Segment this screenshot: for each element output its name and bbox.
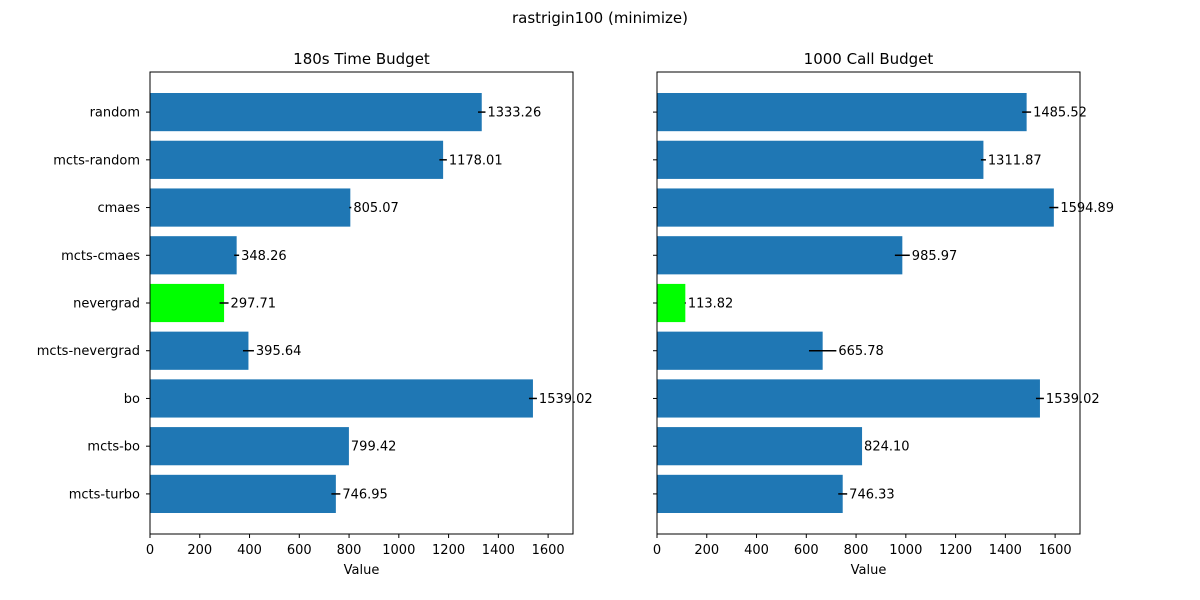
value-label-cmaes: 805.07 bbox=[353, 201, 399, 216]
bar-random bbox=[657, 93, 1027, 132]
value-label-mcts-random: 1178.01 bbox=[449, 153, 503, 168]
x-tick-label-400: 400 bbox=[237, 543, 262, 558]
value-label-mcts-cmaes: 985.97 bbox=[912, 249, 958, 264]
value-label-mcts-nevergrad: 665.78 bbox=[838, 344, 884, 359]
bar-bo bbox=[150, 379, 533, 418]
category-label-cmaes: cmaes bbox=[97, 201, 140, 216]
value-label-mcts-turbo: 746.33 bbox=[849, 487, 895, 502]
x-tick-label-800: 800 bbox=[844, 543, 869, 558]
bar-mcts-cmaes bbox=[657, 236, 903, 275]
value-label-nevergrad: 297.71 bbox=[231, 297, 277, 312]
value-label-bo: 1539.02 bbox=[1046, 392, 1100, 407]
value-label-bo: 1539.02 bbox=[539, 392, 593, 407]
panel-call-budget: 1000 Call Budget 1485.52 1311.87 1594.89 985… bbox=[653, 50, 1114, 578]
value-label-cmaes: 1594.89 bbox=[1060, 201, 1114, 216]
value-label-mcts-bo: 799.42 bbox=[351, 440, 397, 455]
x-tick-label-1600: 1600 bbox=[1039, 543, 1072, 558]
bar-mcts-nevergrad bbox=[150, 331, 249, 370]
value-label-random: 1333.26 bbox=[487, 106, 541, 121]
category-label-random: random bbox=[90, 106, 140, 121]
panel-title: 180s Time Budget bbox=[293, 50, 430, 68]
category-label-bo: bo bbox=[124, 392, 140, 407]
value-label-mcts-turbo: 746.95 bbox=[342, 487, 388, 502]
bar-cmaes bbox=[150, 188, 351, 227]
category-label-mcts-cmaes: mcts-cmaes bbox=[61, 249, 140, 264]
value-label-mcts-nevergrad: 395.64 bbox=[256, 344, 301, 359]
bar-mcts-bo bbox=[150, 427, 349, 466]
x-tick-label-1000: 1000 bbox=[889, 543, 922, 558]
x-tick-label-800: 800 bbox=[337, 543, 362, 558]
x-tick-label-600: 600 bbox=[287, 543, 312, 558]
value-label-mcts-random: 1311.87 bbox=[988, 153, 1042, 168]
x-tick-label-600: 600 bbox=[794, 543, 819, 558]
axes-frame bbox=[149, 71, 574, 535]
bar-random bbox=[150, 93, 482, 132]
bar-mcts-cmaes bbox=[150, 236, 237, 275]
category-label-mcts-turbo: mcts-turbo bbox=[69, 487, 140, 502]
x-axis-label: Value bbox=[851, 563, 887, 578]
figure-title: rastrigin100 (minimize) bbox=[512, 9, 688, 27]
bar-mcts-turbo bbox=[657, 474, 843, 513]
category-label-mcts-bo: mcts-bo bbox=[87, 440, 140, 455]
category-label-mcts-random: mcts-random bbox=[53, 153, 140, 168]
value-label-mcts-bo: 824.10 bbox=[864, 440, 910, 455]
x-tick-label-1200: 1200 bbox=[432, 543, 465, 558]
x-tick-label-0: 0 bbox=[146, 543, 154, 558]
panel-title: 1000 Call Budget bbox=[804, 50, 934, 68]
panel-time-budget: 180s Time Budget 1333.26 random 1178.01 mcts… bbox=[37, 50, 593, 578]
bar-mcts-nevergrad bbox=[657, 331, 823, 370]
bar-cmaes bbox=[657, 188, 1054, 227]
x-tick-label-400: 400 bbox=[744, 543, 769, 558]
x-tick-label-200: 200 bbox=[187, 543, 212, 558]
value-label-mcts-cmaes: 348.26 bbox=[241, 249, 287, 264]
value-label-nevergrad: 113.82 bbox=[688, 297, 734, 312]
bar-nevergrad bbox=[657, 283, 686, 323]
axes-frame bbox=[656, 71, 1081, 535]
bar-mcts-turbo bbox=[150, 474, 336, 513]
bar-mcts-random bbox=[657, 140, 984, 179]
value-label-random: 1485.52 bbox=[1033, 106, 1087, 121]
category-label-nevergrad: nevergrad bbox=[73, 297, 140, 312]
x-axis-label: Value bbox=[344, 563, 380, 578]
x-tick-label-1200: 1200 bbox=[939, 543, 972, 558]
bar-mcts-random bbox=[150, 140, 444, 179]
x-tick-label-0: 0 bbox=[653, 543, 661, 558]
x-tick-label-1400: 1400 bbox=[482, 543, 515, 558]
bar-mcts-bo bbox=[657, 427, 863, 466]
x-tick-label-1000: 1000 bbox=[382, 543, 415, 558]
bar-nevergrad bbox=[150, 283, 225, 323]
bar-bo bbox=[657, 379, 1040, 418]
x-tick-label-1600: 1600 bbox=[532, 543, 565, 558]
x-tick-label-1400: 1400 bbox=[989, 543, 1022, 558]
category-label-mcts-nevergrad: mcts-nevergrad bbox=[37, 344, 140, 359]
x-tick-label-200: 200 bbox=[694, 543, 719, 558]
